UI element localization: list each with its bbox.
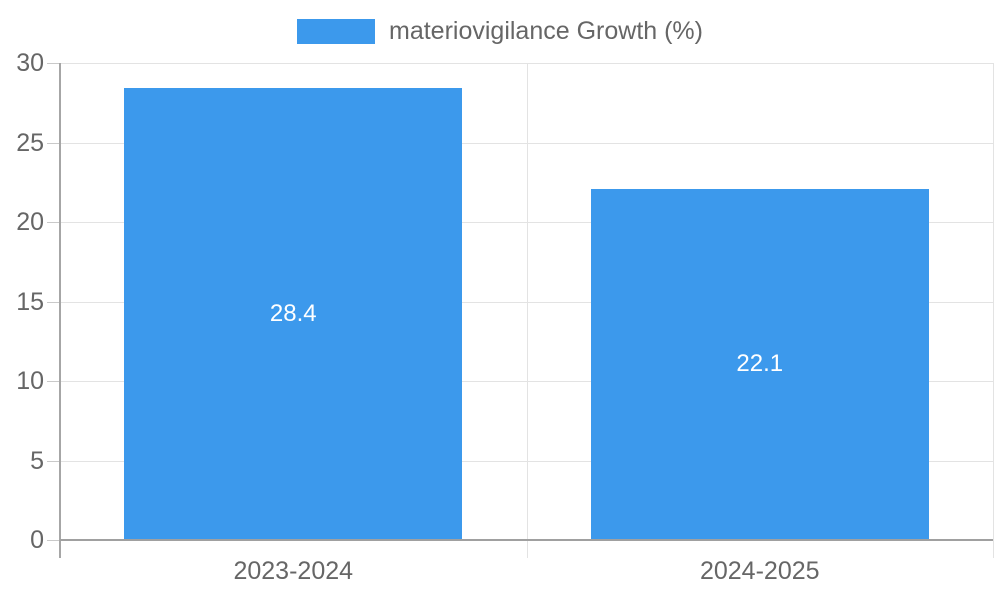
y-axis-label-25: 25	[16, 128, 44, 157]
x-axis-line	[60, 539, 993, 541]
y-axis-label-20: 20	[16, 208, 44, 236]
y-tick-15	[47, 301, 60, 303]
y-tick-5	[47, 460, 60, 462]
bar-2024-2025: 22.1	[590, 188, 929, 540]
y-tick-20	[47, 222, 60, 223]
bar-value-label: 28.4	[269, 300, 317, 328]
gridline-x-right-edge	[993, 63, 994, 558]
x-axis-label: 2024-2025	[699, 557, 820, 585]
y-axis-label-30: 30	[16, 49, 44, 77]
x-axis-label: 2023-2024	[233, 557, 354, 585]
bar-value-label: 22.1	[736, 350, 784, 378]
y-tick-30	[47, 63, 60, 64]
y-tick-10	[47, 381, 60, 382]
plot-area: 28.4 22.1	[47, 63, 994, 558]
y-axis-label-15: 15	[16, 287, 44, 316]
gridline-x-boundary	[526, 63, 528, 558]
y-axis-label-5: 5	[30, 446, 44, 475]
y-tick-0	[47, 540, 60, 541]
bar-2023-2024: 28.4	[124, 88, 463, 540]
legend-swatch-icon	[297, 19, 375, 44]
y-tick-25	[47, 142, 60, 144]
legend-item[interactable]: materiovigilance Growth (%)	[297, 17, 703, 46]
legend-label: materiovigilance Growth (%)	[389, 17, 703, 45]
y-axis-label-10: 10	[16, 367, 44, 395]
legend: materiovigilance Growth (%)	[0, 17, 1000, 46]
y-axis-label-0: 0	[30, 526, 44, 554]
y-axis-line	[59, 63, 61, 558]
